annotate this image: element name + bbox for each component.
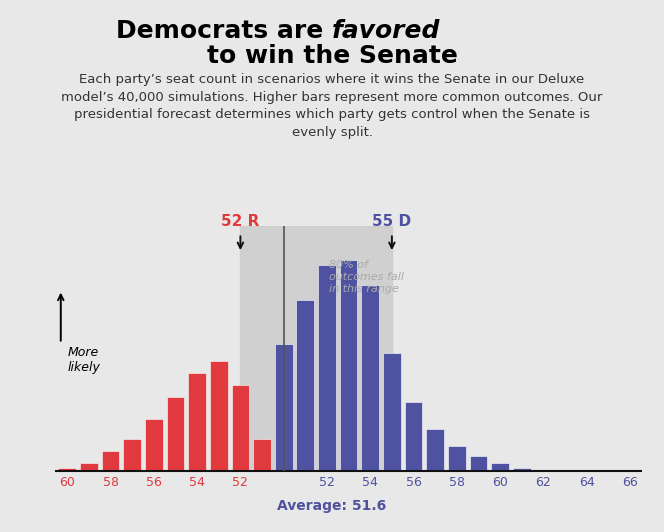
Bar xyxy=(253,439,271,471)
Bar xyxy=(124,439,141,471)
Bar xyxy=(210,361,228,471)
Bar xyxy=(102,451,120,471)
Bar xyxy=(361,285,379,471)
Text: 52 R: 52 R xyxy=(221,213,260,229)
Text: to win the Senate: to win the Senate xyxy=(207,44,457,68)
Text: Each party’s seat count in scenarios where it wins the Senate in our Deluxe
mode: Each party’s seat count in scenarios whe… xyxy=(61,73,603,139)
Bar xyxy=(404,402,422,471)
Text: 55 D: 55 D xyxy=(373,213,412,229)
Bar xyxy=(513,468,531,471)
Bar xyxy=(58,468,76,471)
Bar xyxy=(240,226,392,471)
Text: favored: favored xyxy=(332,19,440,43)
Bar xyxy=(296,300,314,471)
Bar xyxy=(167,397,185,471)
Bar xyxy=(275,344,293,471)
Bar xyxy=(469,456,487,471)
Bar xyxy=(80,463,98,471)
Bar xyxy=(340,260,357,471)
Bar xyxy=(145,419,163,471)
Bar xyxy=(188,373,206,471)
Text: More
likely: More likely xyxy=(67,346,100,374)
Bar xyxy=(318,265,336,471)
Bar xyxy=(383,353,401,471)
Bar xyxy=(232,385,249,471)
Bar xyxy=(426,429,444,471)
Bar xyxy=(448,446,465,471)
Bar xyxy=(491,463,509,471)
Text: Average: 51.6: Average: 51.6 xyxy=(278,499,386,513)
Text: 80% of
outcomes fall
in this range: 80% of outcomes fall in this range xyxy=(329,260,404,294)
Text: Democrats are: Democrats are xyxy=(116,19,332,43)
